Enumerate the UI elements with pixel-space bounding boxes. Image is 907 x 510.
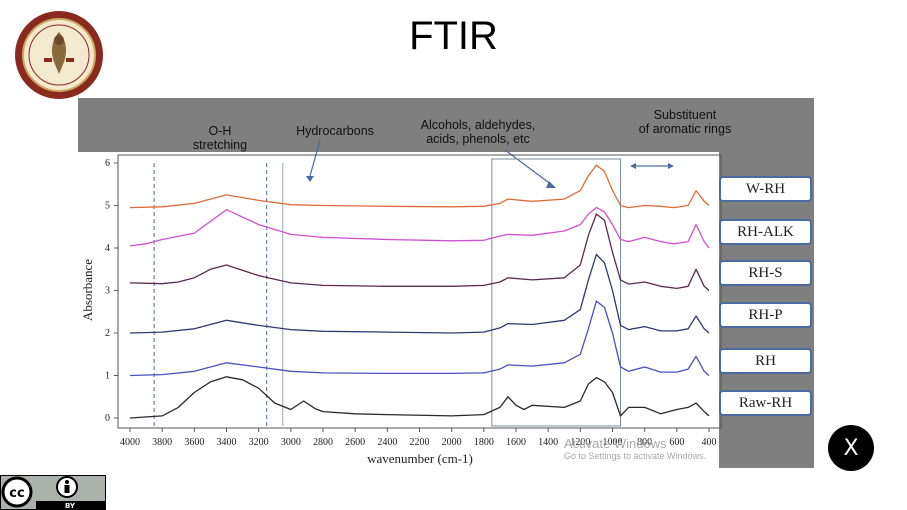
alcohols-annotation: Alcohols, aldehydes, acids, phenols, etc xyxy=(398,118,558,146)
oh-stretching-annotation: O-H stretching xyxy=(180,124,260,152)
legend-raw-rh: Raw-RH xyxy=(719,390,812,416)
oh-line2: stretching xyxy=(192,138,248,152)
university-seal-logo xyxy=(15,11,103,99)
substituent-annotation: Substituent of aromatic rings xyxy=(620,108,750,136)
hydrocarbons-annotation: Hydrocarbons xyxy=(296,124,374,138)
substituent-line2: of aromatic rings xyxy=(638,122,732,136)
plot-area xyxy=(78,152,719,468)
watermark-line1: Activate Windows xyxy=(564,436,667,451)
slide-title: FTIR xyxy=(409,14,498,58)
activation-watermark: Activate Windows Go to Settings to activ… xyxy=(564,436,706,461)
legend-rh-s: RH-S xyxy=(719,260,812,286)
legend-rh-p: RH-P xyxy=(719,302,812,328)
watermark-line2: Go to Settings to activate Windows. xyxy=(564,451,707,461)
cc-icon xyxy=(1,476,33,508)
substituent-line1: Substituent xyxy=(653,108,717,122)
alcohols-line2: acids, phenols, etc xyxy=(426,132,530,146)
legend-w-rh: W-RH xyxy=(719,176,812,202)
alcohols-line1: Alcohols, aldehydes, xyxy=(420,118,536,132)
legend-rh: RH xyxy=(719,348,812,374)
svg-text:cc: cc xyxy=(9,486,24,501)
legend-rh-alk: RH-ALK xyxy=(719,219,812,245)
close-button[interactable]: X xyxy=(828,425,874,471)
oh-line1: O-H xyxy=(208,124,232,138)
cc-by-license-badge: cc BY xyxy=(0,475,106,510)
license-by-label: BY xyxy=(65,502,76,510)
